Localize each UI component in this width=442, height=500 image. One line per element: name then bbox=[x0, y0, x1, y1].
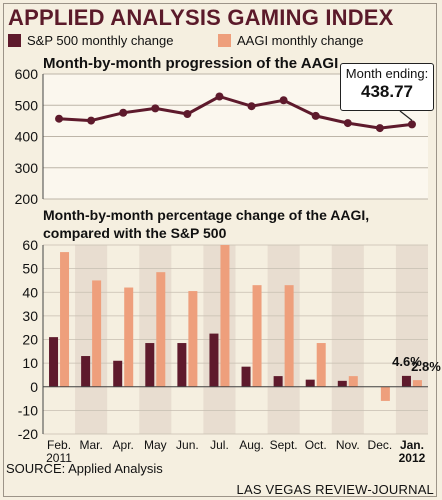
bar-y-tick-label: -20 bbox=[18, 426, 38, 442]
line-y-tick-label: 300 bbox=[15, 160, 39, 176]
bar-y-tick-label: 20 bbox=[22, 332, 38, 348]
x-tick-label: Oct. bbox=[305, 438, 327, 452]
bar-y-tick-label: 10 bbox=[22, 355, 38, 371]
aagi-line-point bbox=[87, 116, 96, 125]
x-tick-label: Nov. bbox=[336, 438, 360, 452]
aagi-bar bbox=[252, 285, 262, 387]
sp500-bar bbox=[337, 380, 347, 387]
legend-swatch-aagi bbox=[218, 34, 231, 47]
line-y-tick-label: 200 bbox=[15, 191, 39, 207]
x-tick-label: Feb. bbox=[47, 438, 71, 452]
x-tick-label: Aug. bbox=[239, 438, 264, 452]
sp500-bar bbox=[81, 356, 91, 387]
x-tick-label: Apr. bbox=[113, 438, 134, 452]
line-y-tick-label: 500 bbox=[15, 97, 39, 113]
bar-y-tick-label: 0 bbox=[30, 379, 38, 395]
aagi-line-point bbox=[343, 119, 352, 128]
aagi-bar bbox=[348, 376, 358, 387]
line-y-tick-label: 400 bbox=[15, 129, 39, 145]
legend-label-sp500: S&P 500 monthly change bbox=[27, 33, 174, 48]
sp500-bar bbox=[113, 360, 123, 387]
aagi-bar bbox=[156, 272, 166, 387]
legend-label-aagi: AAGI monthly change bbox=[237, 33, 364, 48]
x-tick-year: 2012 bbox=[399, 451, 426, 465]
annotation-aagi-jan: 2.8% bbox=[411, 359, 441, 374]
legend-item-aagi: AAGI monthly change bbox=[218, 33, 363, 48]
aagi-line-point bbox=[407, 120, 416, 129]
credit-line: LAS VEGAS REVIEW-JOURNAL bbox=[236, 482, 434, 497]
aagi-bar bbox=[60, 252, 70, 387]
bar-y-tick-label: 40 bbox=[22, 284, 38, 300]
aagi-line-point bbox=[375, 124, 384, 133]
sp500-bar bbox=[209, 333, 219, 387]
x-tick-label: Mar. bbox=[79, 438, 102, 452]
aagi-line-point bbox=[151, 104, 160, 113]
x-tick-label: Jan. bbox=[400, 438, 424, 452]
aagi-line-point bbox=[279, 96, 288, 105]
aagi-line-point bbox=[55, 114, 64, 123]
chart-frame bbox=[3, 3, 437, 497]
x-tick-label: May bbox=[144, 438, 167, 452]
x-tick-label: Jun. bbox=[176, 438, 199, 452]
sp500-bar bbox=[49, 337, 59, 387]
aagi-line-series bbox=[58, 95, 413, 130]
sp500-bar bbox=[145, 343, 155, 387]
aagi-bar bbox=[316, 343, 326, 387]
aagi-line-point bbox=[311, 111, 320, 120]
sp500-bar bbox=[401, 375, 411, 387]
line-chart-title: Month-by-month progression of the AAGI bbox=[43, 55, 338, 72]
month-ending-callout: Month ending: 438.77 bbox=[340, 63, 434, 111]
callout-value: 438.77 bbox=[361, 82, 413, 101]
aagi-bar bbox=[412, 380, 422, 387]
page-title: APPLIED ANALYSIS GAMING INDEX bbox=[8, 5, 394, 30]
bar-chart-title-line1: Month-by-month percentage change of the … bbox=[43, 207, 369, 223]
callout-label: Month ending: bbox=[345, 66, 429, 81]
aagi-bar bbox=[188, 291, 198, 387]
bar-chart-title-line2: compared with the S&P 500 bbox=[43, 225, 227, 241]
x-tick-label: Sept. bbox=[270, 438, 298, 452]
sp500-bar bbox=[273, 376, 283, 387]
bar-y-tick-label: 50 bbox=[22, 261, 38, 277]
sp500-bar bbox=[305, 379, 315, 387]
aagi-line-point bbox=[215, 92, 224, 101]
aagi-bar bbox=[92, 280, 102, 387]
x-tick-label: Dec. bbox=[368, 438, 393, 452]
aagi-line-point bbox=[119, 108, 128, 117]
legend-item-sp500: S&P 500 monthly change bbox=[8, 33, 173, 48]
aagi-bar bbox=[220, 245, 230, 387]
bar-y-tick-label: 30 bbox=[22, 308, 38, 324]
annotation-sp500-jan: 4.6% bbox=[392, 354, 422, 369]
aagi-bar bbox=[124, 287, 134, 387]
bar-y-tick-label: 60 bbox=[22, 237, 38, 253]
x-tick-label: Jul. bbox=[210, 438, 229, 452]
line-y-tick-label: 600 bbox=[15, 66, 39, 82]
aagi-bar bbox=[284, 285, 294, 387]
legend: S&P 500 monthly change AAGI monthly chan… bbox=[8, 33, 428, 49]
x-tick-year: 2011 bbox=[46, 451, 72, 465]
callout-pointer bbox=[399, 110, 413, 121]
bar-y-tick-label: -10 bbox=[18, 402, 38, 418]
aagi-line-point bbox=[183, 110, 192, 118]
aagi-bar bbox=[380, 386, 390, 401]
sp500-bar bbox=[177, 343, 187, 387]
legend-swatch-sp500 bbox=[8, 34, 21, 47]
sp500-bar bbox=[241, 366, 251, 387]
source-note: SOURCE: Applied Analysis bbox=[6, 461, 163, 476]
aagi-line-point bbox=[247, 102, 256, 111]
